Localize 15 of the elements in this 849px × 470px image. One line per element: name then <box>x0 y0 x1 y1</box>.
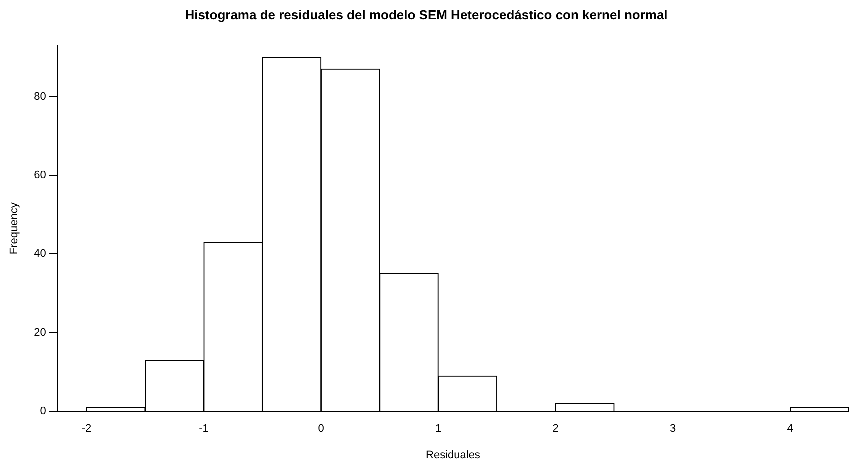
x-tick-label: -1 <box>199 423 209 436</box>
y-axis-title: Frequency <box>8 202 21 255</box>
y-tick-label: 40 <box>34 248 46 260</box>
y-tick-label: 0 <box>40 406 46 418</box>
y-tick-label: 20 <box>34 326 46 339</box>
x-tick-label: 1 <box>435 423 442 436</box>
x-tick-label: 0 <box>318 423 324 436</box>
x-axis-title: Residuales <box>426 449 481 462</box>
x-tick-label: -2 <box>82 423 92 436</box>
y-tick-label: 80 <box>34 90 46 103</box>
y-tick-label: 60 <box>34 170 46 182</box>
x-tick-label: 2 <box>552 423 559 436</box>
chart-title: Histograma de residuales del modelo SEM Heterocedástico con kernel normal <box>185 7 668 22</box>
x-tick-label: 3 <box>670 423 676 436</box>
x-tick-label: 4 <box>787 423 794 436</box>
